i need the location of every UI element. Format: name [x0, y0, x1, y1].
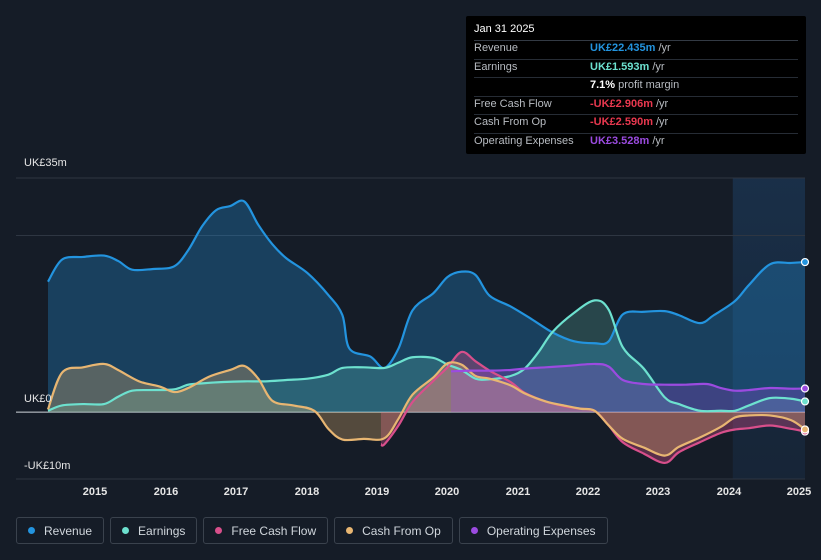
x-tick-2015: 2015 [83, 486, 107, 498]
tooltip-row-value: UK£22.435m [590, 42, 656, 54]
tooltip-row-unit: /yr [658, 42, 671, 54]
tooltip-row-label: Cash From Op [474, 116, 547, 128]
earnings-area [48, 300, 805, 413]
tooltip-row-unit: /yr [655, 116, 669, 128]
tooltip-row: Earnings UK£1.593m/yr [474, 60, 798, 78]
legend-dot-icon [215, 527, 223, 534]
x-axis-labels: 2015 2016 2017 2018 2019 2020 2021 2022 2023 2024… [83, 486, 811, 498]
tooltip-row: Operating Expenses UK£3.528m/yr [474, 134, 798, 152]
cash-from-op-end-marker[interactable] [800, 425, 810, 434]
y-label-top: UK£35m [24, 157, 67, 169]
tooltip-row-value: UK£1.593m [590, 60, 650, 73]
legend-label: Cash From Op [362, 523, 441, 538]
legend-dot-icon [28, 527, 35, 534]
tooltip-row-unit: profit margin [618, 79, 680, 91]
series-lines [46, 199, 806, 465]
tooltip-row-value: -UK£2.590m [590, 116, 653, 128]
revenue-area [48, 200, 805, 413]
tooltip-rows: Revenue UK£22.435m/yr Earnings UK£1.593m/yr… [474, 41, 798, 151]
legend-label: Earnings [138, 523, 186, 538]
x-tick-2019: 2019 [365, 486, 389, 498]
cash-from-op-line [46, 361, 806, 457]
earnings-line [47, 299, 806, 413]
tooltip-row-value: -UK£2.906m [590, 97, 653, 110]
legend-label: Revenue [44, 523, 93, 538]
tooltip-row: Revenue UK£22.435m/yr [474, 41, 798, 60]
series-end-markers [800, 257, 810, 436]
revenue-line [47, 199, 806, 370]
revenue-end-marker[interactable] [800, 257, 810, 267]
legend-label: Free Cash Flow [231, 523, 317, 538]
x-tick-2024: 2024 [717, 486, 742, 498]
series-areas [48, 200, 805, 463]
tooltip-date: Jan 31 2025 [474, 23, 798, 41]
x-tick-2021: 2021 [506, 486, 530, 498]
earnings-end-marker[interactable] [800, 397, 810, 406]
x-tick-2017: 2017 [224, 486, 248, 498]
tooltip-row-unit: /yr [652, 134, 665, 147]
legend-item-free-cash-flow[interactable]: Free Cash Flow [203, 517, 329, 544]
tooltip-row-unit: /yr [652, 60, 665, 73]
y-label-bottom: -UK£10m [24, 460, 70, 472]
chart-legend: Revenue Earnings Free Cash Flow Cash From O… [16, 517, 608, 544]
x-tick-2023: 2023 [646, 486, 670, 498]
x-tick-2025: 2025 [787, 486, 811, 498]
tooltip-row-label: Operating Expenses [474, 134, 574, 147]
tooltip-row-label: Revenue [474, 42, 519, 54]
legend-label: Operating Expenses [486, 523, 596, 538]
tooltip-row: Cash From Op -UK£2.590m/yr [474, 115, 798, 134]
legend-item-cash-from-op[interactable]: Cash From Op [334, 517, 453, 544]
x-tick-2020: 2020 [435, 486, 459, 498]
operating-expenses-line [450, 362, 806, 392]
data-tooltip: Jan 31 2025 Revenue UK£22.435m/yr Earnings… [466, 16, 806, 154]
legend-item-operating-expenses[interactable]: Operating Expenses [458, 517, 608, 544]
tooltip-row-label: Earnings [474, 60, 518, 73]
legend-dot-icon [470, 527, 478, 534]
tooltip-row-value: 7.1% [590, 79, 616, 91]
legend-dot-icon [346, 527, 354, 534]
legend-dot-icon [122, 527, 130, 534]
y-label-zero: UK£0 [24, 393, 52, 405]
x-tick-2022: 2022 [576, 486, 600, 498]
x-tick-2016: 2016 [154, 486, 178, 498]
legend-item-earnings[interactable]: Earnings [110, 517, 198, 544]
tooltip-row-label: Free Cash Flow [474, 97, 552, 110]
tooltip-row: 7.1% profit margin [474, 78, 798, 97]
tooltip-row-unit: /yr [655, 97, 669, 110]
operating-expenses-end-marker[interactable] [800, 384, 810, 393]
legend-item-revenue[interactable]: Revenue [16, 517, 105, 544]
tooltip-row-value: UK£3.528m [590, 134, 650, 147]
tooltip-row: Free Cash Flow -UK£2.906m/yr [474, 97, 798, 115]
x-tick-2018: 2018 [295, 486, 319, 498]
y-axis-labels: UK£35m UK£0 -UK£10m [24, 157, 70, 472]
